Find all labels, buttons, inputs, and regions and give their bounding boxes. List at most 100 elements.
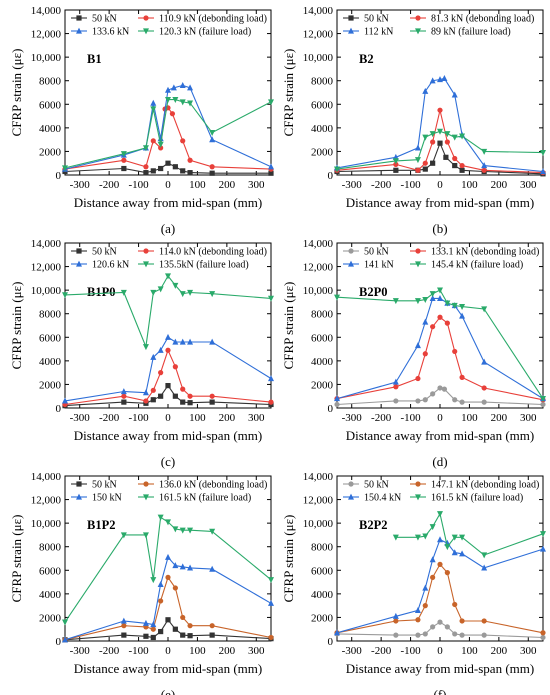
data-point bbox=[150, 106, 157, 113]
data-point bbox=[414, 342, 421, 349]
y-tick-label: 10,000 bbox=[31, 52, 62, 64]
y-tick-label: 0 bbox=[328, 170, 334, 182]
data-point bbox=[209, 129, 216, 136]
data-point bbox=[444, 300, 451, 307]
data-point bbox=[481, 167, 487, 173]
data-point bbox=[165, 574, 171, 580]
data-point bbox=[172, 626, 178, 632]
data-point bbox=[437, 511, 443, 518]
legend-marker bbox=[415, 248, 421, 254]
data-point bbox=[62, 636, 68, 643]
y-tick-label: 4000 bbox=[39, 356, 62, 368]
data-point bbox=[481, 552, 488, 559]
data-point bbox=[142, 145, 149, 152]
data-point bbox=[172, 164, 178, 170]
legend-marker bbox=[348, 15, 354, 21]
legend-marker bbox=[76, 260, 82, 267]
y-tick-label: 6000 bbox=[311, 565, 334, 577]
data-point bbox=[179, 82, 186, 89]
data-point bbox=[414, 157, 421, 164]
x-tick-label: 100 bbox=[461, 412, 478, 424]
data-point bbox=[334, 629, 340, 636]
data-point bbox=[62, 619, 68, 626]
data-point bbox=[540, 545, 546, 552]
data-point bbox=[459, 162, 465, 169]
data-point bbox=[459, 133, 466, 140]
data-point bbox=[179, 338, 186, 345]
data-point bbox=[209, 632, 215, 638]
legend-marker bbox=[143, 494, 149, 501]
y-tick-label: 2000 bbox=[311, 612, 334, 624]
legend-entry: 50 kN bbox=[364, 14, 389, 25]
data-point bbox=[430, 574, 436, 580]
y-axis-title: CFRP strain (με) bbox=[9, 49, 24, 137]
legend-marker bbox=[143, 15, 149, 21]
data-point bbox=[437, 536, 443, 543]
legend-entry: 89 kN (failure load) bbox=[431, 27, 511, 38]
data-point bbox=[187, 400, 193, 406]
legend-marker bbox=[76, 248, 82, 254]
legend-entry: 147.1 kN (debonding load) bbox=[431, 480, 539, 491]
series-line bbox=[64, 336, 272, 402]
data-point bbox=[540, 531, 546, 538]
data-point bbox=[187, 100, 194, 107]
x-tick-label: 0 bbox=[437, 179, 443, 191]
data-point bbox=[422, 318, 429, 325]
legend-entry: 133.6 kN bbox=[92, 27, 129, 38]
data-point bbox=[158, 145, 164, 151]
legend-marker bbox=[415, 28, 421, 35]
y-tick-label: 12,000 bbox=[303, 495, 334, 507]
y-axis-title: CFRP strain (με) bbox=[281, 282, 296, 370]
data-point bbox=[459, 304, 466, 311]
x-tick-label: 100 bbox=[461, 645, 478, 657]
data-point bbox=[429, 556, 436, 563]
data-point bbox=[121, 623, 127, 629]
data-point bbox=[268, 634, 274, 641]
data-point bbox=[451, 91, 458, 98]
data-point bbox=[459, 312, 466, 319]
data-point bbox=[172, 585, 178, 591]
y-tick-label: 14,000 bbox=[303, 471, 334, 483]
data-point bbox=[459, 399, 465, 405]
data-point bbox=[481, 162, 488, 169]
y-axis-title: CFRP strain (με) bbox=[9, 282, 24, 370]
data-point bbox=[180, 614, 186, 621]
data-point bbox=[481, 385, 487, 391]
data-point bbox=[443, 154, 449, 160]
y-tick-label: 8000 bbox=[39, 542, 62, 554]
legend-entry: 161.5 kN (failure load) bbox=[431, 493, 523, 504]
data-point bbox=[459, 618, 465, 624]
x-tick-label: -100 bbox=[400, 645, 421, 657]
data-point bbox=[422, 166, 428, 172]
x-tick-label: -100 bbox=[400, 179, 421, 191]
x-axis-title: Distance away from mid-span (mm) bbox=[346, 661, 534, 676]
data-point bbox=[444, 320, 450, 326]
data-point bbox=[268, 375, 274, 382]
data-point bbox=[120, 289, 127, 296]
legend-marker bbox=[415, 15, 421, 21]
data-point bbox=[422, 397, 428, 403]
y-tick-label: 8000 bbox=[311, 76, 334, 88]
data-point bbox=[120, 617, 127, 624]
x-tick-label: 200 bbox=[219, 645, 236, 657]
data-point bbox=[437, 287, 443, 294]
data-point bbox=[392, 378, 399, 385]
y-tick-label: 12,000 bbox=[303, 29, 334, 41]
data-point bbox=[142, 344, 149, 351]
data-point bbox=[121, 399, 127, 405]
y-tick-label: 8000 bbox=[39, 309, 62, 321]
data-point bbox=[150, 626, 156, 632]
y-tick-label: 6000 bbox=[39, 99, 62, 111]
data-point bbox=[180, 138, 186, 144]
data-point bbox=[150, 353, 157, 360]
y-tick-label: 6000 bbox=[39, 565, 62, 577]
x-tick-label: 300 bbox=[248, 179, 265, 191]
panel-label: B2P2 bbox=[359, 518, 387, 532]
data-point bbox=[429, 524, 436, 531]
y-tick-label: 8000 bbox=[311, 542, 334, 554]
y-tick-label: 10,000 bbox=[31, 285, 62, 297]
data-point bbox=[540, 168, 546, 175]
data-point bbox=[441, 386, 448, 392]
data-point bbox=[437, 385, 443, 391]
